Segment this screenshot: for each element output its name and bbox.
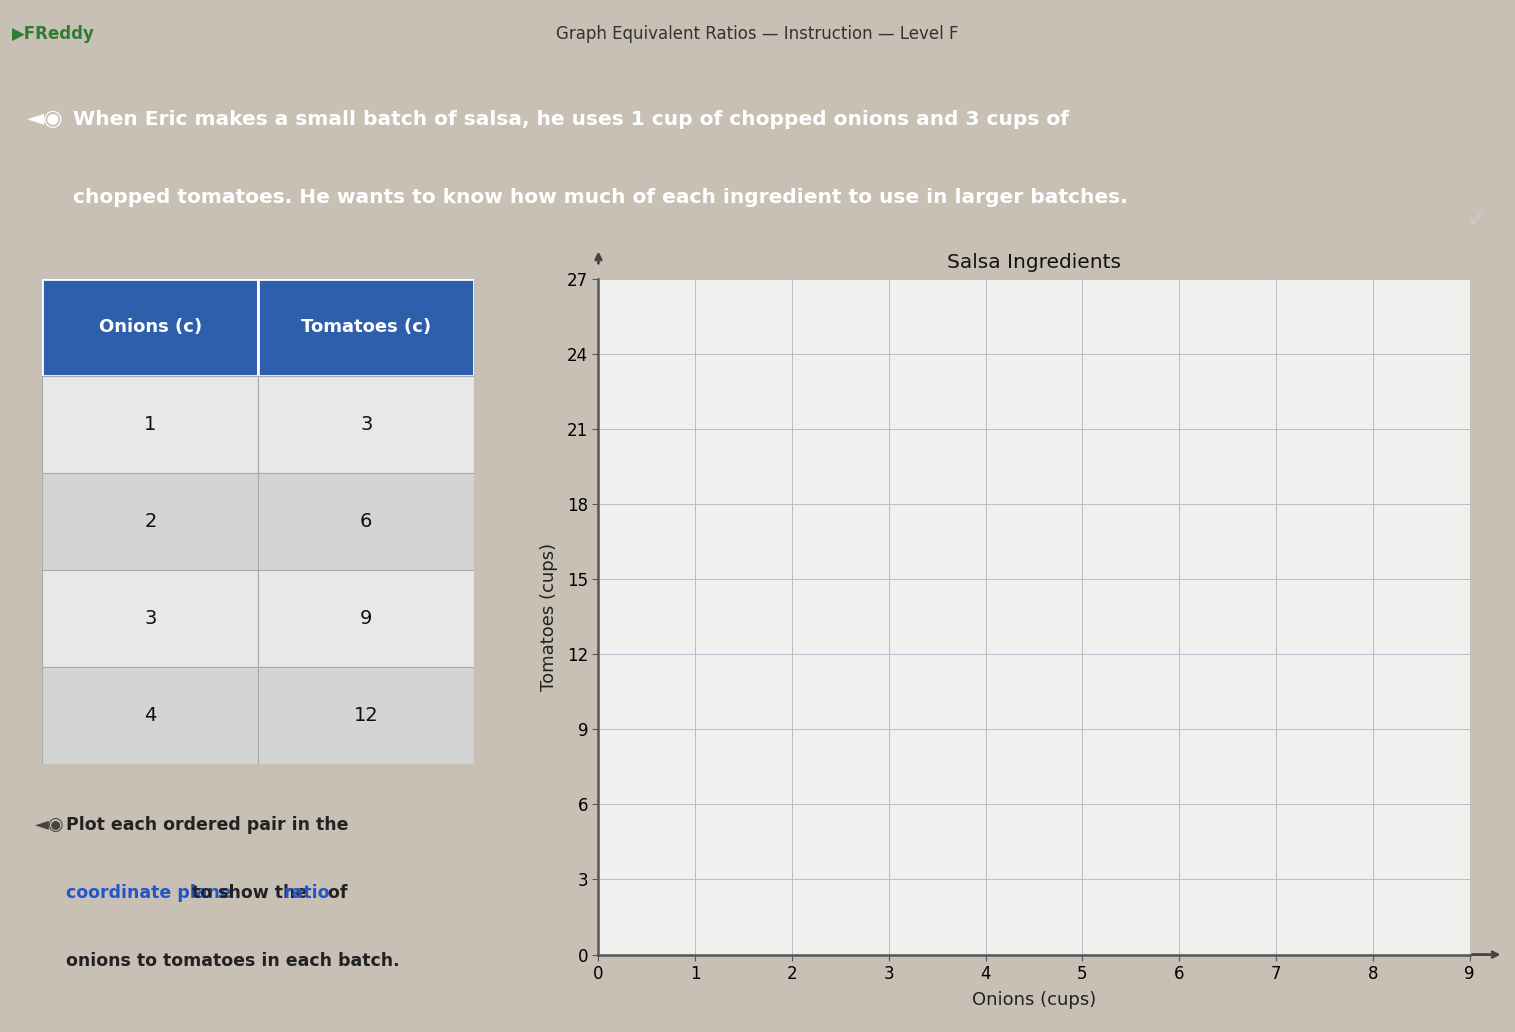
Text: to show the: to show the	[186, 884, 314, 902]
Text: 2: 2	[144, 512, 156, 530]
Text: Tomatoes (c): Tomatoes (c)	[301, 318, 432, 336]
Text: ▶FReddy: ▶FReddy	[12, 25, 95, 42]
Text: ✓: ✓	[1467, 207, 1488, 231]
Text: Onions (c): Onions (c)	[98, 318, 201, 336]
FancyBboxPatch shape	[42, 279, 258, 376]
Text: Graph Equivalent Ratios — Instruction — Level F: Graph Equivalent Ratios — Instruction — …	[556, 25, 959, 42]
Title: Salsa Ingredients: Salsa Ingredients	[947, 253, 1121, 271]
Text: ◄◉: ◄◉	[35, 816, 64, 834]
Text: 6: 6	[361, 512, 373, 530]
Text: 12: 12	[355, 706, 379, 724]
Text: of: of	[321, 884, 347, 902]
Text: 4: 4	[144, 706, 156, 724]
FancyBboxPatch shape	[42, 473, 258, 570]
Text: 1: 1	[144, 415, 156, 433]
Text: onions to tomatoes in each batch.: onions to tomatoes in each batch.	[67, 953, 400, 970]
Text: ratio: ratio	[283, 884, 330, 902]
FancyBboxPatch shape	[42, 376, 258, 473]
FancyBboxPatch shape	[258, 667, 474, 764]
Text: 3: 3	[144, 609, 156, 627]
Text: ◄◉: ◄◉	[27, 109, 64, 129]
FancyBboxPatch shape	[42, 667, 258, 764]
FancyBboxPatch shape	[258, 473, 474, 570]
Text: coordinate plane: coordinate plane	[67, 884, 232, 902]
X-axis label: Onions (cups): Onions (cups)	[971, 992, 1097, 1009]
Text: 3: 3	[361, 415, 373, 433]
FancyBboxPatch shape	[258, 376, 474, 473]
Text: When Eric makes a small batch of salsa, he uses 1 cup of chopped onions and 3 cu: When Eric makes a small batch of salsa, …	[73, 109, 1068, 129]
Text: 9: 9	[361, 609, 373, 627]
Text: chopped tomatoes. He wants to know how much of each ingredient to use in larger : chopped tomatoes. He wants to know how m…	[73, 188, 1127, 206]
Y-axis label: Tomatoes (cups): Tomatoes (cups)	[541, 543, 559, 690]
FancyBboxPatch shape	[42, 570, 258, 667]
Text: Plot each ordered pair in the: Plot each ordered pair in the	[67, 816, 348, 834]
FancyBboxPatch shape	[258, 570, 474, 667]
FancyBboxPatch shape	[258, 279, 474, 376]
